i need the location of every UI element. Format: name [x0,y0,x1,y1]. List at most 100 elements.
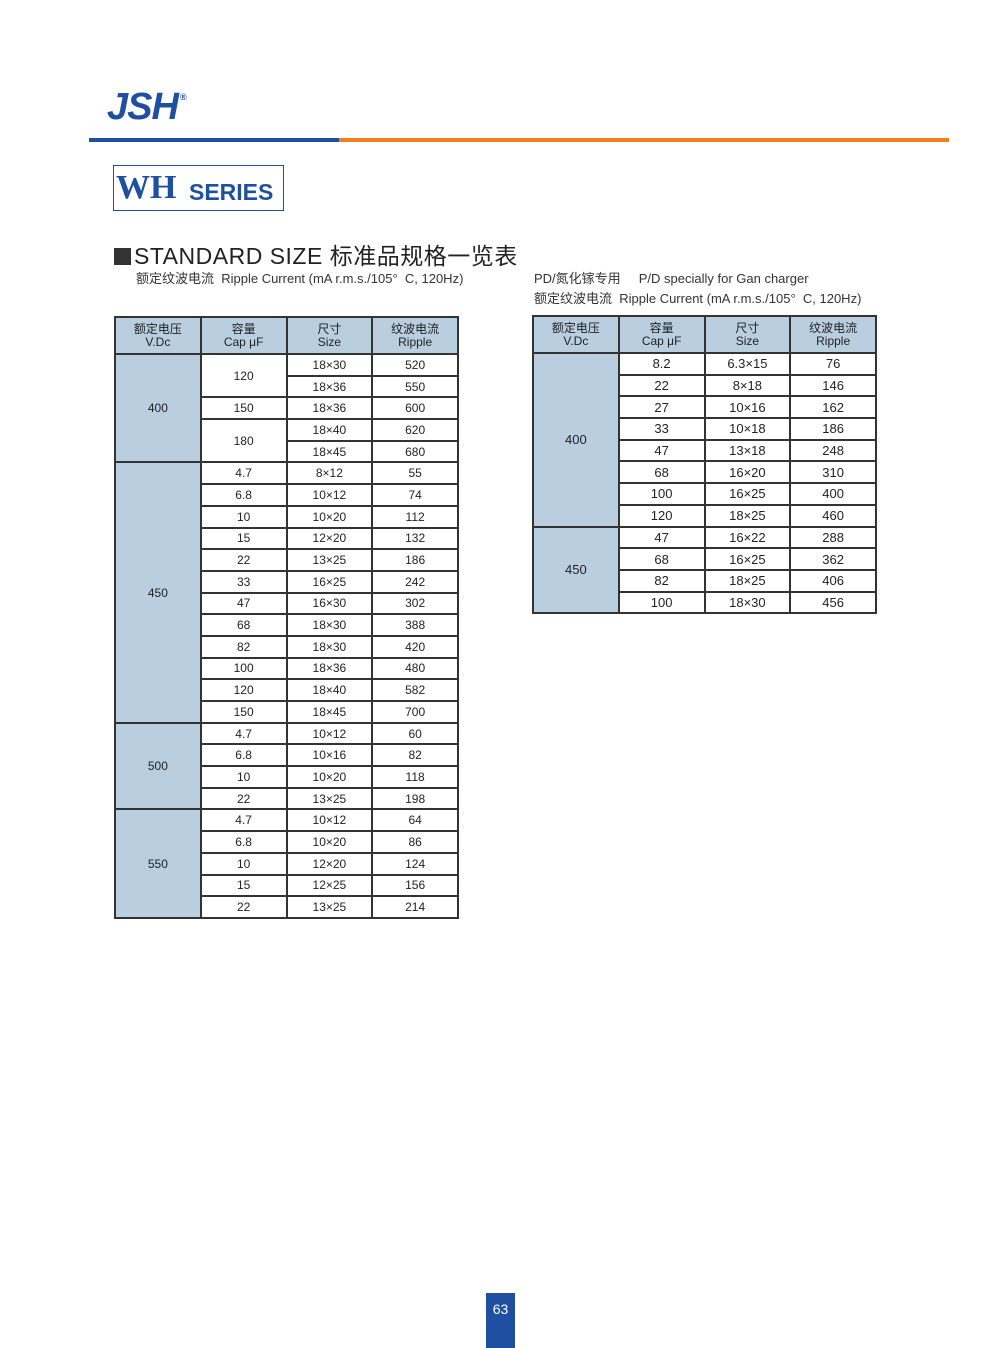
series-badge: WH SERIES [113,165,284,211]
size-cell: 10×20 [285,830,374,854]
capacitance-cell: 22 [617,373,706,398]
capacitance-cell: 82 [617,568,706,593]
ripple-cell: 388 [371,613,459,637]
ripple-cell: 362 [789,547,877,571]
ripple-cell: 550 [371,374,459,399]
column-header: 尺寸 Size [703,315,792,354]
size-cell: 18×36 [285,656,374,681]
ripple-cell: 156 [371,873,459,898]
capacitance-cell: 4.7 [199,808,288,833]
ripple-cell: 460 [789,503,877,528]
size-cell: 10×20 [285,765,374,789]
table-row: 22 13×25 214 [115,895,459,919]
capacitance-cell: 150 [199,700,288,724]
capacitance-cell: 22 [199,548,288,572]
capacitance-cell: 4.7 [199,461,288,486]
size-cell: 18×30 [285,634,374,659]
ripple-cell: 520 [371,353,459,377]
table-row: 10 10×20 112 [115,504,459,529]
table-row: 6.8 10×12 74 [115,483,459,507]
size-cell: 18×45 [285,700,374,724]
table-row: 33 10×18 186 [533,417,877,441]
size-cell: 18×30 [703,590,792,615]
voltage-cell: 450 [532,525,620,615]
header-cn: 纹波电流 [809,320,858,335]
ripple-cell: 620 [371,418,459,442]
size-cell: 10×16 [703,395,792,420]
jsh-logo: JSH ® [107,86,187,129]
table-row: 550 4.7 10×12 64 [114,808,459,919]
square-bullet-icon [114,248,131,265]
ripple-cell: 162 [789,395,877,420]
table-row: 15 12×25 156 [115,873,459,898]
size-cell: 18×40 [285,418,374,442]
ripple-cell: 248 [789,438,877,463]
right-gan-note: PD/氮化镓专用 P/D specially for Gan charger [534,271,809,286]
capacitance-cell: 10 [199,851,288,876]
table-row: 22 8×18 146 [533,373,877,398]
left-ripple-note: 额定纹波电流 Ripple Current (mA r.m.s./105° C,… [136,271,464,286]
page-number: 63 [486,1293,515,1348]
ripple-cell: 310 [789,460,877,485]
ripple-cell: 82 [371,743,459,768]
ripple-cell: 86 [371,830,459,854]
capacitance-cell: 10 [199,504,288,529]
size-cell: 18×45 [285,439,374,464]
header-cn: 容量 [649,320,674,335]
size-cell: 18×25 [703,503,792,528]
table-row: 100 18×30 456 [533,590,877,615]
size-cell: 12×25 [285,873,374,898]
header-en: Cap μF [641,333,682,348]
column-header: 纹波电流 Ripple [371,316,459,355]
table-row: 27 10×16 162 [533,395,877,420]
ripple-cell: 456 [789,590,877,615]
size-cell: 18×30 [285,353,374,377]
size-cell: 13×25 [285,786,374,811]
header-en: Ripple [398,334,433,349]
table-row: 150 18×45 700 [115,700,459,724]
capacitance-cell: 68 [617,460,706,485]
size-cell: 16×25 [703,482,792,506]
header-cn: 容量 [231,321,256,336]
capacitance-cell: 15 [199,526,288,551]
capacitance-cell: 6.8 [199,483,288,507]
capacitance-cell: 6.8 [199,743,288,768]
table-row: 18×45 680 [115,439,459,464]
capacitance-cell: 33 [199,569,288,594]
size-cell: 8×12 [285,461,374,486]
gan-charger-table: 额定电压 V.Dc 容量 Cap μF 尺寸 Size 纹波电流 Ripple 400 8.2 6.… [532,315,877,615]
header-cn: 纹波电流 [391,321,440,336]
size-cell: 13×25 [285,895,374,919]
size-cell: 10×12 [285,721,374,746]
header-en: Cap μF [223,334,264,349]
size-cell: 18×36 [285,396,374,421]
table-row: 82 18×25 406 [533,568,877,593]
ripple-cell: 700 [371,700,459,724]
header-row: 额定电压 V.Dc 容量 Cap μF 尺寸 Size 纹波电流 Ripple [114,316,459,355]
size-cell: 12×20 [285,526,374,551]
capacitance-cell: 82 [199,634,288,659]
header-cn: 尺寸 [735,320,760,335]
table-row: 400 120 18×30 520 [114,352,459,464]
ripple-cell: 132 [371,526,459,551]
capacitance-cell: 10 [199,765,288,789]
column-header: 额定电压 V.Dc [114,316,202,355]
capacitance-cell: 68 [199,613,288,637]
size-cell: 10×18 [703,417,792,441]
capacitance-cell: 4.7 [199,721,288,746]
header-cn: 尺寸 [317,321,342,336]
header-en: Size [317,334,342,349]
column-header: 容量 Cap μF [617,315,706,354]
ripple-cell: 242 [371,569,459,594]
table-row: 47 16×30 302 [115,591,459,616]
table-row: 68 16×20 310 [533,460,877,485]
size-cell: 18×25 [703,568,792,593]
table-row: 450 47 16×22 288 [532,525,877,615]
table-row: 500 4.7 10×12 60 [114,721,459,811]
header-rule-blue [89,138,339,142]
capacitance-cell: 120 [617,503,706,528]
ripple-cell: 600 [371,396,459,421]
ripple-cell: 76 [789,352,877,376]
header-rule-orange [339,138,949,142]
